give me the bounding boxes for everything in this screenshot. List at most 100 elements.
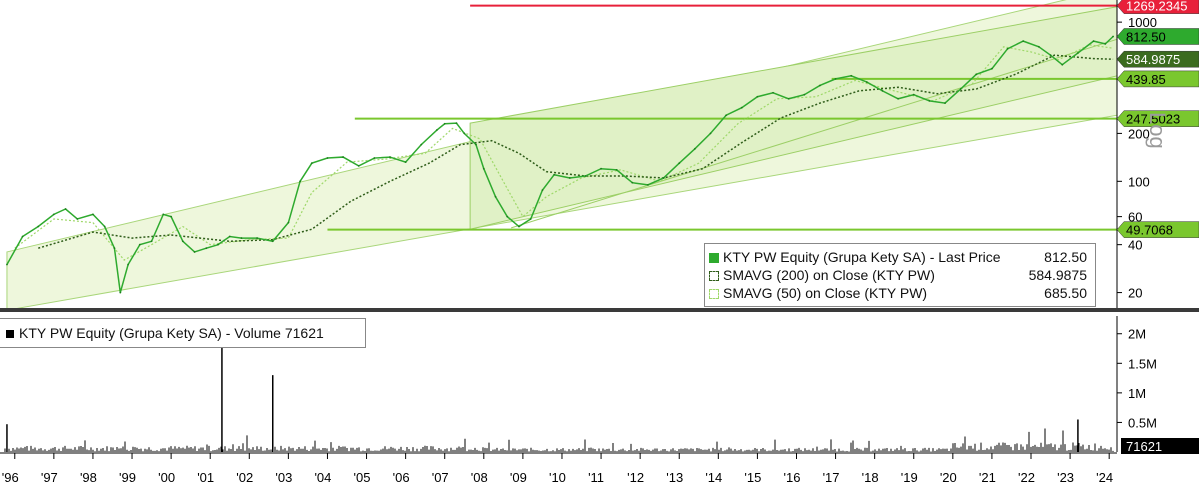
x-tick-label: '09 (510, 470, 527, 485)
last-price-point (181, 240, 184, 243)
legend-label-smavg50: SMAVG (50) on Close (KTY PW) (723, 285, 928, 301)
last-price-point (631, 181, 634, 184)
x-tick-label: '13 (666, 470, 683, 485)
price-tag-584.9875: 584.9875 (1116, 50, 1199, 68)
last-price-point (506, 215, 509, 218)
x-tick-label: '11 (588, 470, 604, 485)
last-price-point (357, 164, 360, 167)
log-scale-label: Log (1145, 112, 1170, 149)
legend-label-smavg200: SMAVG (200) on Close (KTY PW) (723, 267, 935, 283)
price-tag-812.50: 812.50 (1116, 28, 1199, 45)
last-price-point (975, 73, 978, 76)
last-price-point (342, 156, 344, 158)
last-price-point (271, 240, 274, 243)
last-price-point (455, 122, 458, 125)
last-price-point (678, 162, 681, 165)
x-tick-label: '14 (705, 470, 722, 485)
last-price-point (541, 189, 544, 192)
last-price-point (1077, 52, 1079, 54)
last-price-point (819, 84, 821, 87)
last-price-point (463, 132, 466, 135)
last-price-point (310, 162, 313, 165)
price-y-tick-label-1000: 1000 (1128, 15, 1157, 30)
legend-value-last-price: 812.50 (1044, 249, 1087, 265)
last-price-point (64, 208, 67, 210)
pane-separator (0, 308, 1199, 312)
last-price-point (127, 263, 130, 266)
x-tick-label: '98 (80, 470, 97, 485)
last-price-point (1092, 40, 1095, 43)
last-price-point (647, 183, 649, 186)
volume-tag: 71621 (1121, 438, 1199, 454)
x-tick-label: '00 (158, 470, 175, 485)
last-price-point (662, 177, 665, 179)
x-tick-label: '97 (41, 470, 58, 485)
x-tick-label: '17 (823, 470, 840, 485)
price-y-tick-label-20: 20 (1128, 286, 1142, 301)
last-price-point (756, 95, 759, 98)
price-y-tick-label-100: 100 (1128, 174, 1150, 189)
last-price-point (21, 235, 24, 238)
last-price-point (228, 235, 231, 238)
last-price-point (103, 225, 106, 228)
x-tick-label: '21 (979, 470, 996, 485)
price-tag-439.85: 439.85 (1116, 70, 1199, 88)
last-price-point (865, 81, 868, 84)
last-price-point (436, 129, 438, 131)
price-tag-label: 439.85 (1126, 72, 1166, 87)
last-price-point (1112, 35, 1114, 38)
last-price-point (240, 237, 243, 239)
last-price-point (92, 213, 94, 216)
last-price-point (584, 175, 587, 177)
x-tick-label: '02 (236, 470, 253, 485)
x-tick-label: '03 (275, 470, 292, 485)
last-price-swatch (709, 253, 719, 263)
legend-label-last-price: KTY PW Equity (Grupa Kety SA) - Last Pri… (723, 249, 1001, 265)
last-price-point (850, 74, 853, 77)
last-price-point (912, 93, 915, 96)
last-price-point (740, 106, 743, 109)
x-tick-label: '23 (1057, 470, 1074, 485)
price-tag-shape (1116, 50, 1199, 68)
last-price-point (389, 156, 391, 158)
x-tick-label: '12 (627, 470, 644, 485)
price-legend: KTY PW Equity (Grupa Kety SA) - Last Pri… (704, 243, 1096, 307)
last-price-point (76, 218, 79, 220)
legend-row-smavg200: SMAVG (200) on Close (KTY PW) (709, 266, 935, 284)
last-price-point (1104, 42, 1107, 45)
last-price-point (881, 89, 884, 92)
last-price-point (568, 177, 571, 179)
last-price-point (482, 167, 485, 170)
last-price-point (256, 237, 259, 239)
price-tag-label: 247.5023 (1126, 112, 1180, 127)
smavg200-swatch (709, 271, 719, 281)
x-tick-label: '20 (940, 470, 957, 485)
x-tick-label: '19 (901, 470, 918, 485)
price-tag-label: 1269.2345 (1126, 0, 1187, 14)
last-price-point (205, 247, 208, 250)
last-price-point (959, 88, 962, 90)
series-smavg200-line (38, 54, 1114, 249)
price-tag-shape (1116, 28, 1199, 45)
last-price-point (615, 168, 618, 171)
last-price-point (373, 157, 376, 159)
legend-row-last-price: KTY PW Equity (Grupa Kety SA) - Last Pri… (709, 248, 1001, 266)
last-price-point (170, 215, 173, 218)
volume-y-tick-label: 2M (1128, 327, 1146, 342)
last-price-point (287, 221, 290, 224)
last-price-point (529, 218, 532, 220)
price-tag-shape (1116, 110, 1199, 127)
price-y-tick-label-60: 60 (1128, 210, 1142, 225)
price-tag-label: 584.9875 (1126, 52, 1180, 67)
volume-bars (4, 428, 1114, 452)
smavg50-swatch (709, 289, 719, 299)
last-price-point (475, 143, 477, 146)
last-price-point (6, 263, 8, 266)
x-tick-label: '06 (393, 470, 410, 485)
last-price-point (600, 167, 602, 170)
x-tick-label: '96 (2, 470, 19, 485)
x-tick-label: '08 (471, 470, 488, 485)
series-last-price-line (6, 35, 1114, 293)
price-tag-shape (1116, 70, 1199, 88)
